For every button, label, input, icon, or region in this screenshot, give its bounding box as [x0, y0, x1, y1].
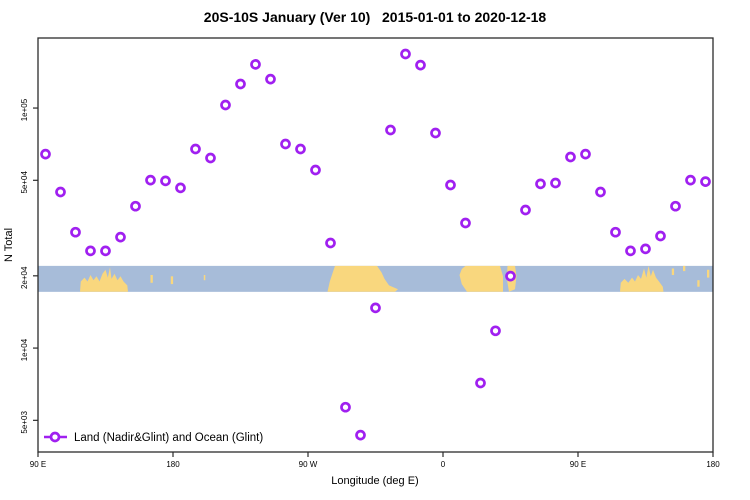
x-tick-label: 0: [441, 460, 446, 469]
legend: Land (Nadir&Glint) and Ocean (Glint): [44, 431, 263, 444]
data-point: [535, 178, 546, 190]
data-point: [265, 73, 276, 85]
data-point: [55, 186, 66, 198]
data-point: [490, 325, 501, 337]
x-tick-label: 90 E: [30, 460, 46, 469]
plot-generated-layer: 90 E 180 90 W 0 90 E 180 5e+03 1e+04 2e+04 5e+04 1…: [20, 37, 720, 469]
land-islet: [671, 268, 675, 275]
data-point: [340, 401, 351, 413]
data-point: [310, 164, 321, 176]
y-axis-title: N Total: [3, 228, 15, 262]
data-point: [565, 151, 576, 163]
data-point: [100, 245, 111, 257]
data-point: [70, 226, 81, 238]
data-point: [175, 182, 186, 194]
y-tick-label: 1e+04: [20, 338, 29, 361]
data-point: [670, 200, 681, 212]
legend-marker-icon: [49, 431, 61, 443]
land-patch-australia-west: [80, 267, 128, 292]
data-point: [655, 230, 666, 242]
data-point: [625, 245, 636, 257]
data-point: [295, 143, 306, 155]
land-islet: [150, 275, 153, 283]
data-point: [460, 217, 471, 229]
data-point: [430, 127, 441, 139]
x-tick-label: 180: [706, 460, 720, 469]
data-point: [130, 200, 141, 212]
land-patch-south-america: [327, 265, 398, 292]
data-point: [445, 179, 456, 191]
data-point: [85, 245, 96, 257]
data-point: [325, 237, 336, 249]
y-tick-label: 1e+05: [20, 98, 29, 121]
data-point: [700, 176, 711, 187]
land-islet: [707, 269, 710, 278]
data-point: [220, 99, 231, 111]
data-point: [640, 243, 651, 255]
x-tick-label: 90 W: [299, 460, 318, 469]
land-islet: [170, 276, 174, 285]
data-point: [145, 174, 156, 186]
y-tick-label: 2e+04: [20, 266, 29, 289]
land-patch-australia-east: [620, 265, 664, 292]
data-point: [580, 148, 591, 160]
y-tick-label: 5e+03: [20, 411, 29, 434]
land-patch-africa: [459, 265, 503, 292]
x-tick-label: 180: [166, 460, 180, 469]
data-point: [190, 143, 201, 155]
x-axis-title: Longitude (deg E): [331, 475, 418, 487]
data-point: [400, 48, 411, 60]
data-point: [595, 186, 606, 198]
data-point: [40, 148, 51, 160]
chart-title: 20S-10S January (Ver 10) 2015-01-01 to 2…: [204, 9, 547, 25]
data-point: [280, 138, 291, 150]
data-point: [385, 124, 396, 136]
y-tick-label: 5e+04: [20, 171, 29, 194]
land-islet: [697, 280, 700, 287]
data-point: [685, 174, 696, 186]
data-point: [520, 204, 531, 216]
data-point: [235, 78, 246, 90]
data-point: [205, 152, 216, 164]
data-point: [160, 175, 171, 187]
data-point: [415, 59, 426, 71]
land-islet: [683, 265, 686, 272]
land-islet: [203, 275, 206, 281]
data-point: [370, 302, 381, 314]
data-point: [550, 177, 561, 189]
data-point: [610, 226, 621, 238]
plot-frame: [37, 37, 714, 453]
legend-label: Land (Nadir&Glint) and Ocean (Glint): [74, 432, 263, 444]
data-point: [505, 270, 516, 282]
data-point: [115, 231, 126, 243]
data-point: [355, 429, 366, 441]
x-tick-label: 90 E: [570, 460, 586, 469]
data-point: [475, 377, 486, 389]
data-point: [250, 59, 261, 70]
